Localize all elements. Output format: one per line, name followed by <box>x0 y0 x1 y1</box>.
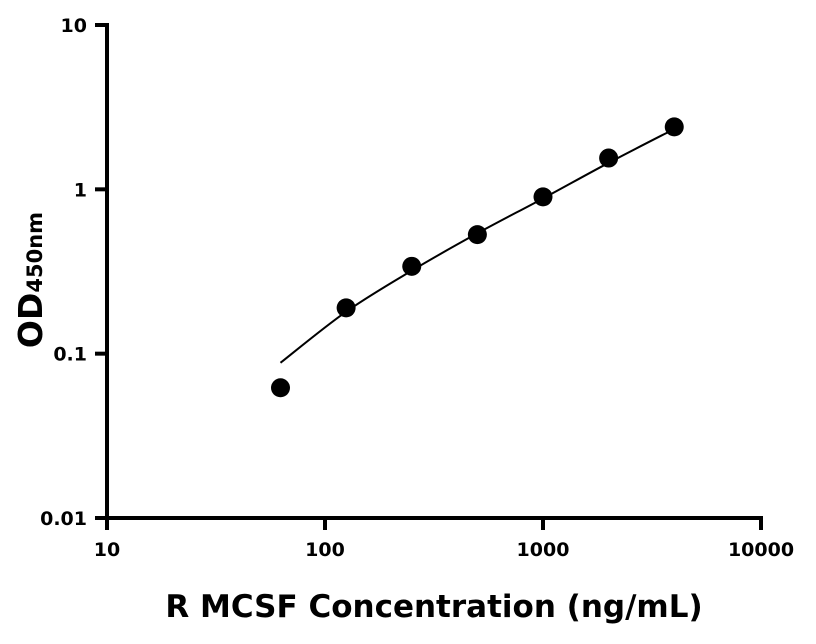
data-point <box>336 298 356 318</box>
y-axis-label-sub: 450nm <box>23 212 47 293</box>
data-points <box>271 117 684 398</box>
x-tick-label: 10 <box>94 539 120 561</box>
x-tick-label: 10000 <box>728 539 794 561</box>
data-point <box>467 225 487 245</box>
y-axis-label: OD450nm <box>11 212 50 348</box>
data-point <box>402 256 422 276</box>
y-tick-label: 10 <box>61 15 87 37</box>
data-point <box>533 187 553 207</box>
x-axis-label: R MCSF Concentration (ng/mL) <box>165 589 702 625</box>
x-tick-label: 1000 <box>517 539 570 561</box>
y-tick-label: 0.01 <box>40 508 87 530</box>
x-tick-label: 100 <box>305 539 345 561</box>
axes: 10 100 1000 10000 0.01 0.1 1 10 <box>40 15 794 561</box>
y-tick-label: 0.1 <box>53 344 87 366</box>
data-point <box>271 378 291 398</box>
y-tick-label: 1 <box>74 179 87 201</box>
y-axis-label-main: OD <box>11 293 50 348</box>
data-point <box>664 117 684 137</box>
data-point <box>599 148 619 168</box>
